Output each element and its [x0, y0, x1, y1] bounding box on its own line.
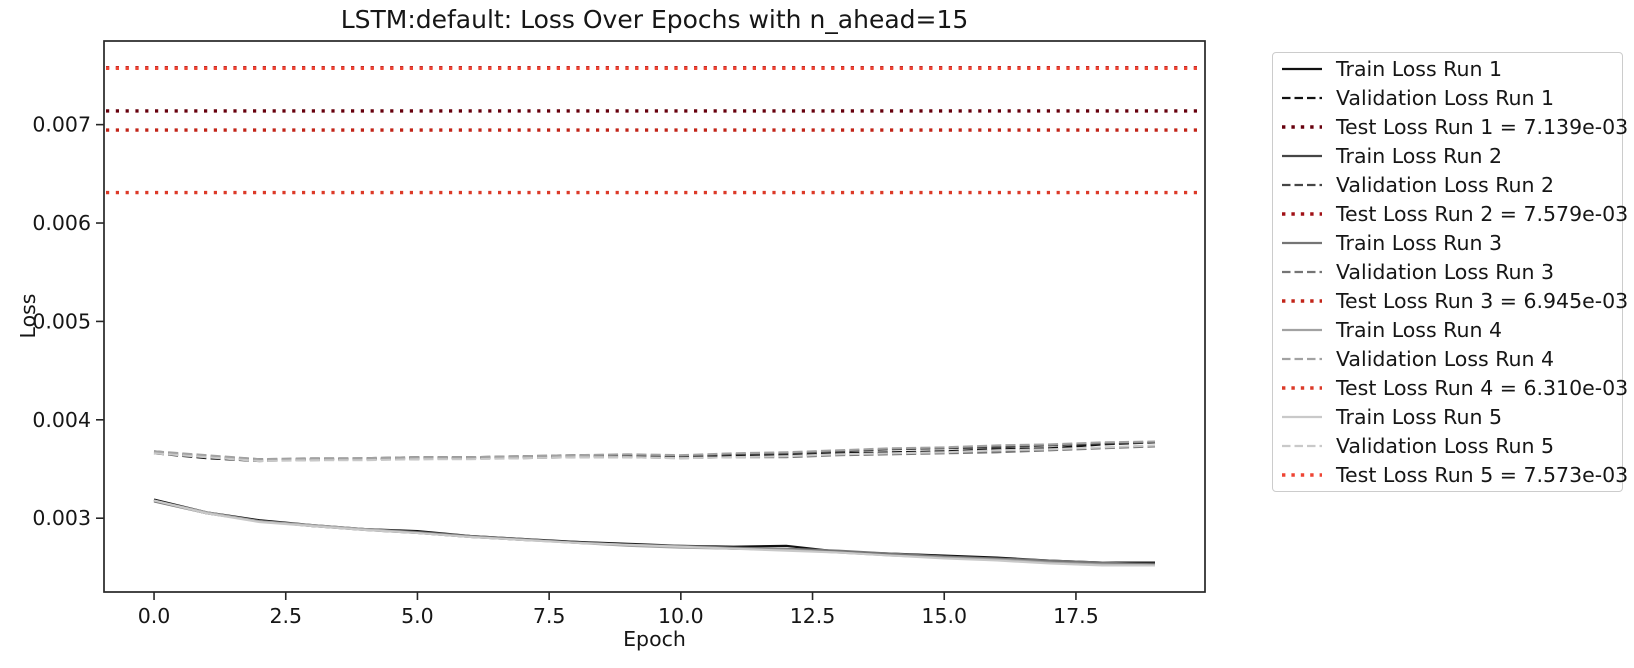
- legend-item: Validation Loss Run 2: [1281, 171, 1614, 200]
- y-tick-label: 0.007: [32, 113, 91, 137]
- x-tick-label: 10.0: [658, 604, 704, 628]
- legend-item-label: Validation Loss Run 1: [1336, 86, 1555, 111]
- validation-loss-line: [153, 440, 1156, 461]
- legend-item: Train Loss Run 2: [1281, 142, 1614, 171]
- legend-item-label: Train Loss Run 2: [1336, 144, 1503, 169]
- legend-item-label: Test Loss Run 5 = 7.573e-03: [1336, 462, 1629, 487]
- y-tick-label: 0.003: [32, 506, 91, 530]
- dotted-line-swatch-icon: [1282, 299, 1322, 303]
- legend-item: Test Loss Run 5 = 7.573e-03: [1281, 460, 1628, 489]
- legend-item: Train Loss Run 5: [1281, 402, 1614, 431]
- legend-item: Test Loss Run 3 = 6.945e-03: [1281, 287, 1628, 316]
- legend-item-label: Validation Loss Run 4: [1336, 346, 1555, 371]
- dotted-line-swatch-icon: [1282, 212, 1322, 216]
- legend-item: Test Loss Run 1 = 7.139e-03: [1281, 113, 1628, 142]
- legend-item-label: Test Loss Run 3 = 6.945e-03: [1336, 288, 1629, 313]
- solid-line-swatch-icon: [1282, 241, 1322, 245]
- train-loss-line: [153, 499, 1155, 567]
- legend-item: Validation Loss Run 4: [1281, 344, 1614, 373]
- dotted-line-swatch-icon: [1282, 472, 1322, 477]
- legend-item: Train Loss Run 4: [1281, 315, 1614, 344]
- legend-box: Train Loss Run 1 Validation Loss Run 1 Tes…: [1272, 52, 1628, 492]
- x-tick-label: 12.5: [790, 604, 836, 628]
- legend-item-label: Test Loss Run 1 = 7.139e-03: [1336, 115, 1629, 140]
- x-tick-label: 0.0: [138, 604, 171, 628]
- y-tick-label: 0.006: [32, 211, 91, 235]
- train-loss-line: [153, 499, 1156, 567]
- legend-item: Train Loss Run 3: [1281, 229, 1614, 258]
- x-tick-label: 15.0: [921, 604, 967, 628]
- train-loss-line: [153, 500, 1156, 566]
- legend-item-label: Test Loss Run 2 = 7.579e-03: [1336, 202, 1629, 227]
- x-tick-label: 5.0: [401, 604, 434, 628]
- dashed-line-swatch-icon: [1282, 444, 1322, 447]
- legend-item-label: Train Loss Run 4: [1336, 317, 1503, 342]
- dotted-line-swatch-icon: [1282, 385, 1322, 390]
- legend-item-label: Train Loss Run 1: [1336, 57, 1503, 82]
- y-tick-label: 0.005: [32, 309, 91, 333]
- y-tick-label: 0.004: [32, 408, 91, 432]
- legend-item-label: Validation Loss Run 2: [1336, 173, 1555, 198]
- legend-item: Validation Loss Run 5: [1281, 431, 1614, 460]
- x-tick-label: 2.5: [269, 604, 302, 628]
- solid-line-swatch-icon: [1282, 155, 1322, 158]
- legend-item: Train Loss Run 1: [1281, 55, 1614, 84]
- dotted-line-swatch-icon: [1282, 125, 1322, 130]
- train-loss-line: [153, 498, 1155, 564]
- x-tick-label: 7.5: [533, 604, 566, 628]
- chart-title: LSTM:default: Loss Over Epochs with n_ah…: [340, 5, 969, 34]
- dashed-line-swatch-icon: [1282, 357, 1322, 360]
- solid-line-swatch-icon: [1282, 68, 1322, 71]
- validation-loss-line: [153, 444, 1156, 463]
- dashed-line-swatch-icon: [1282, 270, 1322, 274]
- legend-item: Test Loss Run 2 = 7.579e-03: [1281, 200, 1628, 229]
- legend-item-label: Train Loss Run 5: [1336, 404, 1503, 429]
- legend-item-label: Train Loss Run 3: [1336, 231, 1503, 256]
- legend-item-label: Validation Loss Run 5: [1336, 433, 1555, 458]
- x-tick-label: 17.5: [1053, 604, 1099, 628]
- legend-item-label: Test Loss Run 4 = 6.310e-03: [1336, 375, 1629, 400]
- axes-frame: [103, 40, 1206, 593]
- legend-item: Validation Loss Run 3: [1281, 258, 1614, 287]
- legend-item: Test Loss Run 4 = 6.310e-03: [1281, 373, 1628, 402]
- legend-item: Validation Loss Run 1: [1281, 84, 1614, 113]
- train-loss-line: [153, 499, 1155, 565]
- solid-line-swatch-icon: [1282, 328, 1322, 332]
- x-axis-label: Epoch: [623, 627, 686, 651]
- solid-line-swatch-icon: [1282, 415, 1322, 418]
- legend-item-label: Validation Loss Run 3: [1336, 260, 1555, 285]
- dashed-line-swatch-icon: [1282, 97, 1322, 100]
- dashed-line-swatch-icon: [1282, 184, 1322, 187]
